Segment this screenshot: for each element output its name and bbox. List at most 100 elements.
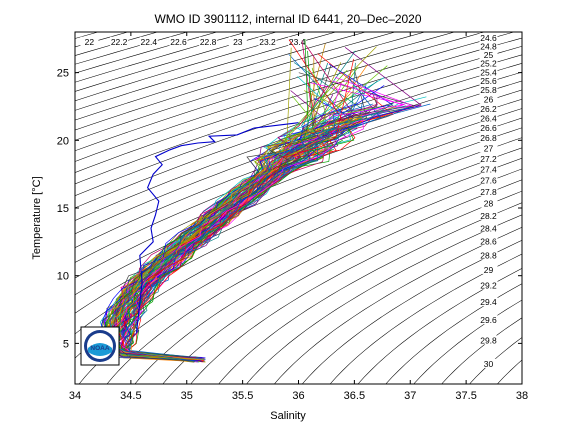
isopycnal-label: 29.8 xyxy=(480,335,497,345)
isopycnal-line xyxy=(301,240,522,384)
isopycnal-label: 30 xyxy=(484,359,494,369)
isopycnal-label-bg xyxy=(479,143,498,153)
isopycnal-label: 23.4 xyxy=(289,37,306,47)
isopycnal-label-bg xyxy=(479,33,498,43)
isopycnal-label: 24.8 xyxy=(480,41,497,51)
isopycnal-label-bg xyxy=(479,210,498,220)
isopycnal-label: 25.6 xyxy=(480,76,497,86)
isopycnal-label-bg xyxy=(479,198,498,208)
profile-line xyxy=(124,53,358,358)
isopycnal-line xyxy=(75,32,456,152)
x-tick-label: 37.5 xyxy=(455,390,476,402)
isopycnal-label: 26 xyxy=(484,94,494,104)
last-profile-line xyxy=(135,122,299,333)
x-axis-label: Salinity xyxy=(270,410,306,422)
isopycnal-label-bg xyxy=(479,94,498,104)
y-tick-label: 15 xyxy=(57,203,69,215)
isopycnal-label: 23.2 xyxy=(259,37,276,47)
y-tick-label: 5 xyxy=(63,338,69,350)
isopycnal-label: 27.6 xyxy=(480,176,497,186)
isopycnal-label-bg xyxy=(479,315,498,325)
isopycnal-label-bg xyxy=(479,153,498,163)
isopycnal-label: 22.2 xyxy=(111,37,128,47)
isopycnal-label-bg xyxy=(479,76,498,86)
isopycnal-label: 22 xyxy=(85,37,95,47)
x-tick-label: 36 xyxy=(292,390,304,402)
chart-title: WMO ID 3901112, internal ID 6441, 20–Dec… xyxy=(154,12,422,26)
y-axis: 5 10 15 20 25 xyxy=(57,68,522,350)
isopycnal-line xyxy=(75,32,486,162)
profile-line xyxy=(127,106,415,359)
profile-line xyxy=(101,103,374,362)
isopycnal-label: 27.8 xyxy=(480,187,497,197)
isopycnal-line xyxy=(106,157,522,384)
profile-line xyxy=(112,102,394,362)
isopycnal-label: 29 xyxy=(484,265,494,275)
isopycnal-label: 27 xyxy=(484,143,494,153)
isopycnal-label-bg xyxy=(479,133,498,143)
isopycnal-label-bg xyxy=(479,164,498,174)
isopycnal-label: 22.6 xyxy=(170,37,187,47)
isopycnal-label: 28 xyxy=(484,199,494,209)
isopycnal-label-bg xyxy=(139,36,158,46)
profile-line xyxy=(120,105,420,360)
isopycnal-label-bg xyxy=(479,186,498,196)
isopycnal-label-bg xyxy=(479,58,498,68)
isopycnal-label-bg xyxy=(479,67,498,77)
x-tick-label: 37 xyxy=(404,390,416,402)
isopycnal-label: 25.4 xyxy=(480,67,497,77)
x-tick-label: 35.5 xyxy=(232,390,253,402)
isopycnal-label: 23 xyxy=(233,37,243,47)
x-axis: 34 34.5 35 35.5 36 36.5 37 37.5 38 xyxy=(69,32,528,402)
isopycnal-label: 29.4 xyxy=(480,297,497,307)
isopycnal-label-bg xyxy=(479,264,498,274)
isopycnal-label: 28.2 xyxy=(480,211,497,221)
isopycnal-label-bg xyxy=(199,36,218,46)
noaa-logo: NOAA xyxy=(80,326,120,366)
isopycnal-label-bg xyxy=(258,36,277,46)
isopycnal-label: 28.4 xyxy=(480,223,497,233)
isopycnal-line xyxy=(134,168,522,384)
y-tick-label: 20 xyxy=(57,135,69,147)
y-axis-label: Temperature [°C] xyxy=(31,176,43,260)
isopycnal-line xyxy=(75,71,522,235)
isopycnal-label-bg xyxy=(479,297,498,307)
isopycnal-line xyxy=(75,80,522,248)
isopycnal-line xyxy=(246,214,522,384)
isopycnal-label-bg xyxy=(479,41,498,51)
isopycnal-line xyxy=(218,202,522,384)
isopycnal-label-bg xyxy=(169,36,188,46)
isopycnal-line xyxy=(75,54,522,209)
isopycnal-line xyxy=(75,32,278,92)
isopycnal-line xyxy=(441,317,522,384)
isopycnal-label-bg xyxy=(479,250,498,260)
isopycnal-label: 26.2 xyxy=(480,104,497,114)
x-tick-label: 35 xyxy=(181,390,193,402)
noaa-logo-text: NOAA xyxy=(90,345,109,352)
isopycnal-label-bg xyxy=(479,175,498,185)
isopycnal-labels: 22 22.2 22.4 22.6 22.8 23 23.2 23.4 24.624.82525… xyxy=(80,33,498,369)
isopycnal-line xyxy=(75,127,522,335)
isopycnal-line xyxy=(75,32,426,141)
isopycnal-line xyxy=(190,190,522,384)
isopycnal-label: 25.8 xyxy=(480,85,497,95)
isopycnal-line xyxy=(75,45,522,197)
isopycnal-label-bg xyxy=(479,113,498,123)
isopycnal-line xyxy=(329,253,522,384)
isopycnal-label: 29.6 xyxy=(480,315,497,325)
isopycnal-label: 22.4 xyxy=(141,37,158,47)
isopycnal-label-bg xyxy=(479,358,498,368)
isopycnal-label-bg xyxy=(479,280,498,290)
last-profile xyxy=(135,122,299,333)
isopycnal-label: 28.8 xyxy=(480,250,497,260)
isopycnal-line xyxy=(273,227,522,384)
isopycnal-label: 29.2 xyxy=(480,280,497,290)
isopycnal-label: 25.2 xyxy=(480,59,497,69)
isopycnal-line xyxy=(162,179,522,384)
profile-line xyxy=(107,128,319,362)
isopycnal-label: 25 xyxy=(484,50,494,60)
isopycnal-label: 26.8 xyxy=(480,133,497,143)
x-tick-label: 38 xyxy=(516,390,528,402)
profile-line xyxy=(122,53,394,361)
isopycnal-line xyxy=(75,63,522,221)
